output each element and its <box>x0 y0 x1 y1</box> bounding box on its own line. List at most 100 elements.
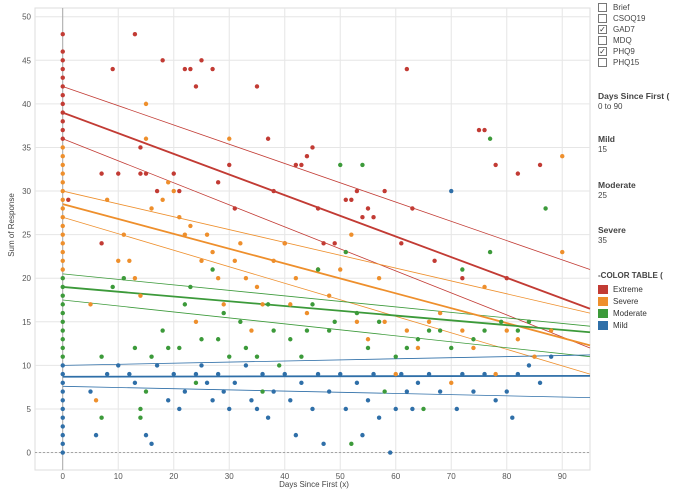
checkbox[interactable] <box>598 58 607 67</box>
data-point[interactable] <box>526 319 532 325</box>
data-point[interactable] <box>471 337 476 342</box>
data-point[interactable] <box>60 276 65 281</box>
data-point[interactable] <box>132 31 138 37</box>
data-point[interactable] <box>99 171 104 176</box>
data-point[interactable] <box>254 354 260 359</box>
data-point[interactable] <box>449 188 454 194</box>
data-point[interactable] <box>271 188 276 194</box>
data-point[interactable] <box>321 441 326 447</box>
data-point[interactable] <box>449 380 454 386</box>
data-point[interactable] <box>515 337 521 342</box>
data-point[interactable] <box>310 145 315 150</box>
data-point[interactable] <box>537 162 543 168</box>
checkbox[interactable] <box>598 14 607 23</box>
data-point[interactable] <box>60 319 65 325</box>
filter-item-brief[interactable]: Brief <box>592 2 645 13</box>
data-point[interactable] <box>426 371 432 377</box>
data-point[interactable] <box>260 389 265 394</box>
data-point[interactable] <box>60 110 65 115</box>
data-point[interactable] <box>60 84 65 89</box>
data-point[interactable] <box>199 337 204 342</box>
data-point[interactable] <box>376 319 382 325</box>
data-point[interactable] <box>232 206 237 211</box>
data-point[interactable] <box>243 276 249 281</box>
data-point[interactable] <box>188 284 193 290</box>
data-point[interactable] <box>60 441 65 447</box>
data-point[interactable] <box>60 101 65 107</box>
data-point[interactable] <box>60 136 65 141</box>
data-point[interactable] <box>560 153 565 159</box>
data-point[interactable] <box>277 363 282 368</box>
data-point[interactable] <box>476 127 482 133</box>
data-point[interactable] <box>415 380 421 386</box>
data-point[interactable] <box>482 328 487 333</box>
data-point[interactable] <box>471 389 476 394</box>
data-point[interactable] <box>410 406 415 412</box>
mild-parameter-value[interactable]: 15 <box>598 145 607 154</box>
data-point[interactable] <box>143 171 149 176</box>
data-point[interactable] <box>188 223 193 229</box>
data-point[interactable] <box>432 258 437 263</box>
data-point[interactable] <box>60 49 65 54</box>
data-point[interactable] <box>182 302 188 307</box>
data-point[interactable] <box>482 127 487 133</box>
data-point[interactable] <box>193 84 199 89</box>
data-point[interactable] <box>260 302 265 307</box>
data-point[interactable] <box>349 441 354 447</box>
data-point[interactable] <box>388 450 393 455</box>
data-point[interactable] <box>343 197 348 202</box>
data-point[interactable] <box>116 258 121 263</box>
data-point[interactable] <box>382 389 387 394</box>
data-point[interactable] <box>215 180 221 185</box>
data-point[interactable] <box>60 302 65 307</box>
data-point[interactable] <box>221 302 226 307</box>
data-point[interactable] <box>271 258 276 263</box>
data-point[interactable] <box>426 328 432 333</box>
data-point[interactable] <box>60 162 65 168</box>
data-point[interactable] <box>415 337 421 342</box>
data-point[interactable] <box>365 398 371 403</box>
data-point[interactable] <box>116 171 121 176</box>
data-point[interactable] <box>310 406 315 412</box>
data-point[interactable] <box>376 276 382 281</box>
data-point[interactable] <box>504 276 509 281</box>
data-point[interactable] <box>143 432 149 438</box>
data-point[interactable] <box>315 371 321 377</box>
filter-item-phq9[interactable]: ✓ PHQ9 <box>592 46 645 57</box>
data-point[interactable] <box>515 328 521 333</box>
data-points[interactable] <box>60 31 565 455</box>
data-point[interactable] <box>104 371 110 377</box>
data-point[interactable] <box>360 215 365 220</box>
data-point[interactable] <box>60 293 65 298</box>
data-point[interactable] <box>560 249 565 255</box>
data-point[interactable] <box>338 371 343 377</box>
data-point[interactable] <box>210 249 215 255</box>
legend-item-mild[interactable]: Mild <box>592 319 647 331</box>
filter-item-phq15[interactable]: PHQ15 <box>592 57 645 68</box>
data-point[interactable] <box>199 258 204 263</box>
data-point[interactable] <box>254 284 260 290</box>
data-point[interactable] <box>310 302 315 307</box>
data-point[interactable] <box>421 406 426 412</box>
data-point[interactable] <box>293 162 299 168</box>
data-point[interactable] <box>221 310 226 316</box>
data-point[interactable] <box>138 415 143 420</box>
data-point[interactable] <box>548 354 554 359</box>
data-point[interactable] <box>127 258 132 263</box>
data-point[interactable] <box>60 354 65 359</box>
data-point[interactable] <box>537 380 543 386</box>
data-point[interactable] <box>60 75 65 80</box>
data-point[interactable] <box>532 354 537 359</box>
data-point[interactable] <box>326 389 332 394</box>
data-point[interactable] <box>227 406 232 412</box>
data-point[interactable] <box>215 337 221 342</box>
data-point[interactable] <box>404 345 410 351</box>
data-point[interactable] <box>393 354 398 359</box>
data-point[interactable] <box>60 363 65 368</box>
data-point[interactable] <box>60 258 65 263</box>
data-point[interactable] <box>93 432 99 438</box>
data-point[interactable] <box>127 371 132 377</box>
data-point[interactable] <box>199 363 204 368</box>
data-point[interactable] <box>271 328 276 333</box>
data-point[interactable] <box>66 197 71 202</box>
